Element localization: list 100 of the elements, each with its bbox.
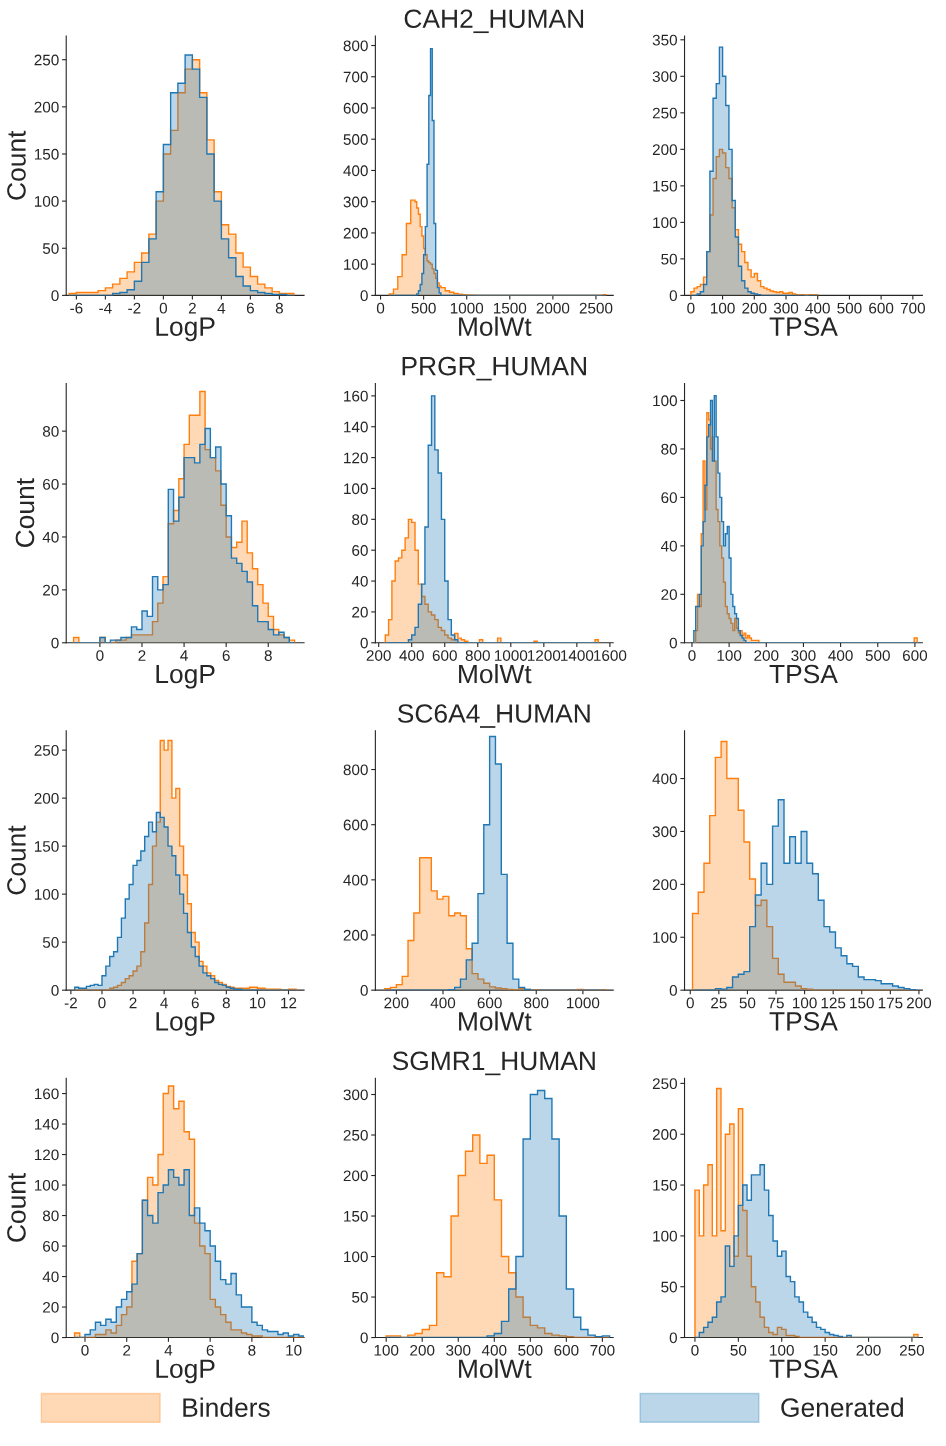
x-tick-label: 1500 [493, 302, 527, 314]
x-axis-title: LogP [156, 1012, 215, 1036]
x-tick-label: 400 [430, 997, 456, 1009]
y-tick-label: 40 [660, 540, 677, 552]
y-tick-label: 700 [343, 71, 368, 83]
x-tick-label: 1600 [594, 650, 627, 661]
y-tick-label: 0 [51, 290, 59, 302]
x-tick-label: 4 [160, 997, 168, 1009]
x-tick-label: 400 [399, 650, 424, 661]
y-tick-label: 140 [34, 1118, 59, 1130]
y-tick-label: 800 [343, 764, 368, 776]
x-tick-label: 2 [138, 650, 146, 661]
y-tick-label: 140 [344, 421, 368, 433]
x-tick-label: 600 [477, 997, 502, 1009]
y-tick-label: 80 [352, 514, 368, 526]
y-tick-label: 400 [343, 165, 368, 177]
x-tick-label: 0 [691, 1344, 699, 1356]
x-tick-label: 700 [900, 302, 925, 314]
x-tick-label: 600 [869, 302, 894, 314]
y-tick-label: 200 [343, 929, 368, 941]
y-tick-label: 100 [344, 1251, 368, 1263]
y-tick-label: 0 [669, 290, 677, 302]
y-tick-label: 600 [343, 819, 368, 831]
y-tick-label: 100 [34, 889, 59, 900]
y-tick-label: 60 [43, 478, 59, 490]
legend-label: Generated [781, 1397, 903, 1417]
y-tick-label: 300 [652, 826, 677, 838]
y-tick-label: 0 [51, 1332, 59, 1344]
x-tick-label: 800 [465, 650, 490, 661]
x-tick-label: 300 [446, 1344, 471, 1356]
y-tick-label: 100 [653, 217, 677, 229]
y-tick-label: 80 [42, 426, 59, 437]
x-tick-label: 1000 [450, 302, 484, 314]
x-tick-label: 0 [98, 997, 106, 1009]
y-tick-label: 0 [360, 637, 368, 649]
y-tick-label: 60 [43, 1240, 59, 1252]
x-axis-title: TPSA [769, 1012, 838, 1031]
y-tick-label: 400 [343, 874, 368, 886]
y-tick-label: 300 [652, 71, 677, 82]
x-tick-label: 10 [250, 997, 266, 1009]
x-tick-label: 500 [518, 1344, 543, 1356]
x-tick-label: 200 [742, 302, 767, 314]
y-tick-label: 40 [351, 575, 368, 587]
y-tick-label: 600 [343, 102, 368, 114]
y-tick-label: 0 [360, 1332, 368, 1344]
y-tick-label: 0 [360, 985, 368, 996]
x-axis-title: MolWt [459, 1358, 532, 1379]
y-tick-label: 160 [34, 1088, 59, 1100]
x-axis-title: LogP [156, 317, 215, 342]
y-tick-label: 500 [343, 134, 368, 145]
y-tick-label: 200 [34, 793, 59, 804]
x-tick-label: 6 [222, 650, 230, 661]
y-tick-label: 60 [661, 492, 677, 504]
y-tick-label: 50 [42, 243, 59, 254]
x-tick-label: 500 [411, 302, 436, 314]
x-tick-label: 600 [432, 650, 457, 661]
y-tick-label: 50 [352, 1291, 368, 1303]
x-tick-label: 200 [906, 997, 932, 1009]
y-tick-label: 100 [344, 259, 368, 270]
y-tick-label: 150 [34, 841, 59, 852]
x-tick-label: 600 [554, 1344, 579, 1356]
x-tick-label: 4 [217, 302, 226, 314]
x-axis-title: TPSA [769, 1359, 838, 1379]
y-tick-label: 100 [653, 932, 677, 943]
x-tick-label: 6 [206, 1344, 214, 1356]
x-tick-label: 100 [711, 302, 735, 314]
x-tick-label: -4 [99, 302, 112, 314]
y-tick-label: 0 [51, 985, 59, 996]
y-tick-label: 0 [360, 290, 368, 302]
x-tick-label: 10 [286, 1344, 302, 1356]
x-tick-label: 100 [770, 1344, 794, 1356]
x-tick-label: 100 [374, 1344, 399, 1356]
chart-title: SGMR1_HUMAN [392, 1051, 595, 1076]
x-tick-label: 2 [129, 997, 137, 1009]
x-tick-label: 6 [191, 997, 199, 1009]
x-axis-title: MolWt [459, 1011, 532, 1031]
y-tick-label: 350 [652, 34, 677, 46]
y-tick-label: 120 [34, 1149, 59, 1161]
y-axis-title: Count [15, 478, 35, 548]
y-tick-label: 20 [43, 584, 59, 596]
x-tick-label: 8 [275, 302, 283, 314]
y-tick-label: 200 [652, 879, 677, 891]
y-tick-label: 50 [661, 1281, 677, 1293]
x-tick-label: 4 [180, 650, 188, 661]
x-tick-label: 8 [264, 650, 272, 661]
x-tick-label: 8 [222, 997, 230, 1009]
x-tick-label: 250 [899, 1344, 925, 1356]
x-tick-label: 2 [123, 1344, 131, 1356]
y-tick-label: 250 [343, 1129, 368, 1141]
x-tick-label: 1400 [561, 650, 594, 661]
x-axis-title: MolWt [459, 663, 532, 684]
x-tick-label: 600 [902, 650, 928, 661]
x-tick-label: 125 [821, 997, 846, 1009]
y-tick-label: 100 [653, 1230, 677, 1242]
chart-title: CAH2_HUMAN [404, 9, 584, 34]
y-tick-label: 20 [43, 1301, 59, 1313]
x-tick-label: 1000 [567, 997, 600, 1009]
y-tick-label: 150 [653, 180, 677, 192]
y-tick-label: 40 [42, 531, 59, 543]
legend-label: Binders [183, 1397, 270, 1417]
